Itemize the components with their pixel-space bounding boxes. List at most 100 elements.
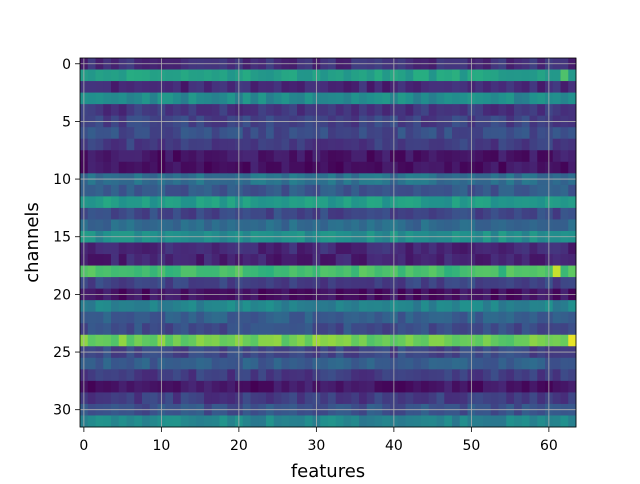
heatmap-cell-r3-c32 — [328, 92, 337, 105]
heatmap-cell-r29-c42 — [405, 392, 414, 405]
heatmap-cell-r6-c4 — [111, 127, 120, 140]
heatmap-cell-r27-c36 — [359, 369, 368, 382]
heatmap-cell-r6-c58 — [529, 127, 538, 140]
heatmap-cell-r8-c15 — [196, 150, 205, 163]
heatmap-cell-r13-c49 — [459, 207, 468, 220]
heatmap-cell-r21-c53 — [490, 300, 499, 313]
heatmap-cell-r18-c42 — [405, 265, 414, 278]
heatmap-cell-r17-c35 — [351, 254, 360, 266]
heatmap-cell-r24-c45 — [428, 334, 437, 347]
heatmap-cell-r4-c35 — [351, 104, 360, 117]
heatmap-cell-r7-c11 — [165, 138, 174, 151]
heatmap-cell-r19-c24 — [266, 277, 275, 290]
heatmap-cell-r27-c13 — [180, 369, 189, 382]
heatmap-cell-r1-c32 — [328, 69, 337, 82]
heatmap-cell-r23-c62 — [560, 323, 569, 336]
heatmap-cell-r31-c24 — [266, 415, 275, 428]
heatmap-cell-r4-c47 — [444, 104, 453, 117]
heatmap-cell-r8-c52 — [483, 150, 492, 163]
heatmap-cell-r27-c46 — [436, 369, 445, 382]
heatmap-cell-r7-c31 — [320, 138, 329, 151]
heatmap-cell-r22-c31 — [320, 311, 329, 324]
heatmap-cell-r8-c29 — [304, 150, 313, 163]
grid-lines — [80, 58, 576, 427]
heatmap-cell-r6-c44 — [421, 127, 430, 140]
heatmap-cell-r9-c37 — [366, 161, 375, 174]
heatmap-cell-r8-c1 — [87, 150, 96, 163]
heatmap-cell-r23-c39 — [382, 323, 391, 336]
heatmap-cell-r13-c22 — [250, 207, 259, 220]
heatmap-cell-r17-c58 — [529, 254, 538, 266]
heatmap-cell-r21-c16 — [204, 300, 213, 313]
heatmap-cell-r3-c34 — [343, 92, 352, 105]
heatmap-cell-r31-c41 — [397, 415, 406, 428]
heatmap-cell-r8-c42 — [405, 150, 414, 163]
heatmap-cell-r6-c29 — [304, 127, 313, 140]
heatmap-cell-r6-c33 — [335, 127, 344, 140]
heatmap-cell-r12-c56 — [514, 196, 523, 209]
heatmap-cell-r14-c41 — [397, 219, 406, 232]
heatmap-cell-r26-c54 — [498, 357, 507, 370]
heatmap-cell-r2-c12 — [173, 81, 182, 93]
heatmap-cell-r26-c3 — [103, 357, 112, 370]
heatmap-cell-r14-c45 — [428, 219, 437, 232]
heatmap-cell-r28-c16 — [204, 380, 213, 393]
heatmap-cell-r24-c49 — [459, 334, 468, 347]
heatmap-cell-r14-c47 — [444, 219, 453, 232]
heatmap-cell-r28-c62 — [560, 380, 569, 393]
heatmap-cell-r26-c29 — [304, 357, 313, 370]
heatmap-cell-r28-c63 — [568, 380, 577, 393]
heatmap-cell-r18-c62 — [560, 265, 569, 278]
heatmap-cell-r4-c36 — [359, 104, 368, 117]
heatmap-cell-r2-c5 — [118, 81, 127, 93]
heatmap-cell-r7-c49 — [459, 138, 468, 151]
heatmap-cell-r1-c4 — [111, 69, 120, 82]
heatmap-cell-r19-c46 — [436, 277, 445, 290]
heatmap-cell-r14-c22 — [250, 219, 259, 232]
heatmap-cell-r6-c5 — [118, 127, 127, 140]
heatmap-cell-r11-c53 — [490, 184, 499, 197]
heatmap-cell-r14-c26 — [281, 219, 290, 232]
heatmap-cell-r31-c18 — [219, 415, 228, 428]
heatmap-cell-r18-c32 — [328, 265, 337, 278]
heatmap-cell-r24-c24 — [266, 334, 275, 347]
heatmap-cell-r13-c47 — [444, 207, 453, 220]
heatmap-cell-r27-c56 — [514, 369, 523, 382]
heatmap-cell-r27-c43 — [413, 369, 422, 382]
heatmap-cell-r12-c43 — [413, 196, 422, 209]
heatmap-cell-r12-c48 — [452, 196, 461, 209]
heatmap-cell-r4-c46 — [436, 104, 445, 117]
heatmap-cell-r13-c11 — [165, 207, 174, 220]
heatmap-cell-r4-c49 — [459, 104, 468, 117]
heatmap-cell-r19-c43 — [413, 277, 422, 290]
heatmap-cell-r4-c17 — [211, 104, 220, 117]
heatmap-cell-r13-c41 — [397, 207, 406, 220]
heatmap-cell-r23-c8 — [142, 323, 151, 336]
heatmap-cell-r4-c28 — [297, 104, 306, 117]
heatmap-cell-r11-c23 — [258, 184, 267, 197]
heatmap-cell-r9-c43 — [413, 161, 422, 174]
heatmap-cell-r11-c11 — [165, 184, 174, 197]
heatmap-cell-r22-c42 — [405, 311, 414, 324]
heatmap-cell-r18-c51 — [475, 265, 484, 278]
heatmap-cell-r11-c32 — [328, 184, 337, 197]
heatmap-cell-r6-c23 — [258, 127, 267, 140]
heatmap-cell-r9-c18 — [219, 161, 228, 174]
heatmap-cell-r19-c31 — [320, 277, 329, 290]
heatmap-cell-r2-c44 — [421, 81, 430, 93]
heatmap-cell-r7-c22 — [250, 138, 259, 151]
x-tick-label: 40 — [385, 438, 403, 454]
heatmap-cell-r18-c31 — [320, 265, 329, 278]
heatmap-cell-r9-c48 — [452, 161, 461, 174]
heatmap-cell-r9-c17 — [211, 161, 220, 174]
heatmap-cell-r23-c11 — [165, 323, 174, 336]
heatmap-cell-r18-c14 — [188, 265, 197, 278]
heatmap-cell-r31-c59 — [537, 415, 546, 428]
heatmap-cell-r6-c47 — [444, 127, 453, 140]
y-tick-label: 20 — [53, 287, 71, 303]
heatmap-cell-r11-c4 — [111, 184, 120, 197]
heatmap-cell-r19-c35 — [351, 277, 360, 290]
heatmap-cell-r26-c17 — [211, 357, 220, 370]
heatmap-cell-r4-c53 — [490, 104, 499, 117]
heatmap-cell-r16-c49 — [459, 242, 468, 255]
